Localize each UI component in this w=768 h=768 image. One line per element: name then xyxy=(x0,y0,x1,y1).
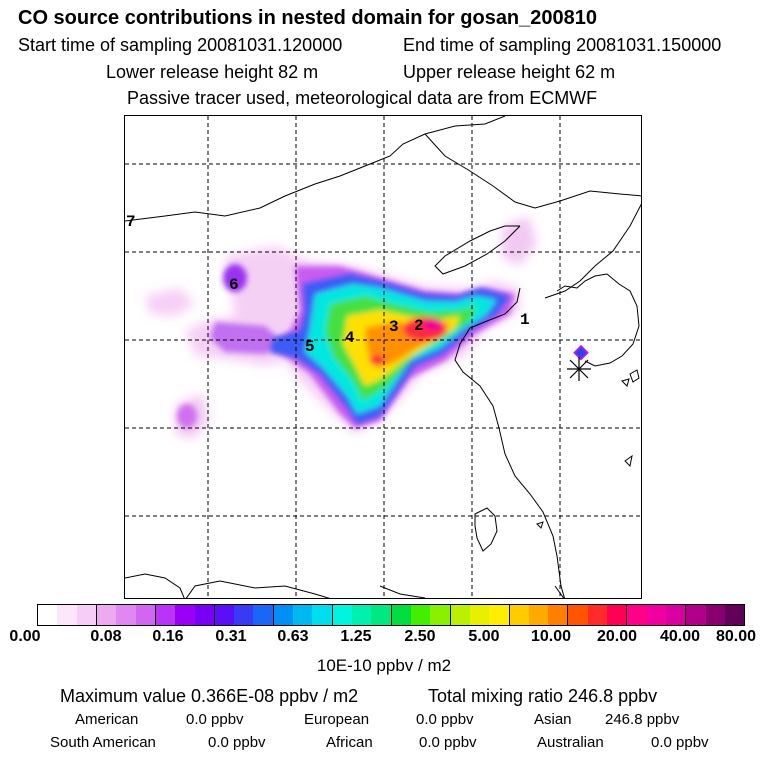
contrib-european-value: 0.0 ppbv xyxy=(416,711,474,728)
contrib-australian-value: 0.0 ppbv xyxy=(651,734,709,751)
colorbar-cell xyxy=(155,605,176,625)
colorbar-cell xyxy=(234,605,254,625)
colorbar-cell xyxy=(568,605,588,625)
colorbar-tick: 2.50 xyxy=(404,628,436,645)
colorbar-cell xyxy=(293,605,313,625)
plume-layer-low-ne xyxy=(501,216,537,266)
colorbar-tick: 80.00 xyxy=(715,628,757,645)
sampling-start: Start time of sampling 20081031.120000 xyxy=(18,35,343,55)
region-label-2: 2 xyxy=(414,317,424,335)
colorbar-cell xyxy=(116,605,136,625)
colorbar-cell xyxy=(135,605,156,625)
colorbar-cell xyxy=(175,605,195,625)
contrib-american-name: American xyxy=(75,711,139,728)
colorbar-cell xyxy=(430,605,451,625)
contrib-south-american-value: 0.0 ppbv xyxy=(208,734,266,751)
colorbar-cell xyxy=(469,605,490,625)
region-label-3: 3 xyxy=(389,318,399,336)
region-label-5: 5 xyxy=(305,338,315,356)
contrib-south-american-name: South American xyxy=(50,734,156,751)
colorbar-ticks: 0.00 0.08 0.16 0.31 0.63 1.25 2.50 5.00 … xyxy=(0,628,768,650)
colorbar-cell xyxy=(705,605,725,625)
plume-layer-low-west xyxy=(145,288,195,316)
colorbar-tick: 1.25 xyxy=(340,628,372,645)
contrib-american-value: 0.0 ppbv xyxy=(186,711,244,728)
contrib-african-name: African xyxy=(326,734,373,751)
colorbar-cell xyxy=(253,605,274,625)
colorbar-cell xyxy=(686,605,706,625)
plume-spot-korea xyxy=(573,344,589,361)
plot-title: CO source contributions in nested domain… xyxy=(18,7,598,29)
coastlines xyxy=(125,116,641,598)
colorbar-tick: 0.00 xyxy=(9,628,41,645)
map-canvas xyxy=(125,116,641,598)
total-mixing-ratio: Total mixing ratio 246.8 ppbv xyxy=(428,686,658,706)
region-label-7: 7 xyxy=(126,213,136,231)
contrib-asian-value: 246.8 ppbv xyxy=(605,711,680,728)
colorbar-cell xyxy=(273,605,294,625)
colorbar-cell xyxy=(38,605,58,625)
region-label-4: 4 xyxy=(345,329,355,347)
contrib-european-name: European xyxy=(304,711,370,728)
colorbar-cell xyxy=(96,605,117,625)
colorbar-cell xyxy=(76,605,97,625)
colorbar xyxy=(37,604,745,626)
colorbar-cell xyxy=(666,605,687,625)
plume-spot-sw xyxy=(177,404,197,428)
contrib-australian-name: Australian xyxy=(537,734,604,751)
colorbar-cell xyxy=(627,605,647,625)
map-panel: 1 2 3 4 5 6 7 xyxy=(124,115,642,599)
plume-violet-west xyxy=(210,322,285,354)
colorbar-cell xyxy=(607,605,628,625)
release-upper: Upper release height 62 m xyxy=(403,62,616,82)
lat-lon-grid xyxy=(125,116,641,598)
plume-spot-red xyxy=(369,355,385,365)
colorbar-cell xyxy=(450,605,470,625)
colorbar-cell xyxy=(332,605,352,625)
region-label-1: 1 xyxy=(520,311,530,329)
colorbar-tick: 5.00 xyxy=(468,628,500,645)
plume-spot-6 xyxy=(223,264,247,292)
colorbar-cell xyxy=(509,605,529,625)
plume-field xyxy=(145,216,589,439)
colorbar-cell xyxy=(352,605,372,625)
colorbar-cell xyxy=(528,605,549,625)
colorbar-tick: 40.00 xyxy=(659,628,701,645)
region-label-6: 6 xyxy=(229,276,239,294)
colorbar-unit: 10E-10 ppbv / m2 xyxy=(316,656,452,675)
tracer-note: Passive tracer used, meteorological data… xyxy=(127,88,598,108)
colorbar-cell xyxy=(391,605,411,625)
colorbar-cell xyxy=(371,605,392,625)
colorbar-tick: 10.00 xyxy=(530,628,572,645)
contrib-asian-name: Asian xyxy=(534,711,572,728)
colorbar-tick: 0.63 xyxy=(277,628,309,645)
colorbar-tick: 20.00 xyxy=(596,628,638,645)
colorbar-tick: 0.31 xyxy=(215,628,247,645)
colorbar-tick: 0.16 xyxy=(152,628,184,645)
colorbar-cell xyxy=(489,605,510,625)
sampling-end: End time of sampling 20081031.150000 xyxy=(403,35,722,55)
receptor-star-marker xyxy=(567,357,591,381)
colorbar-cell xyxy=(312,605,333,625)
colorbar-cell xyxy=(194,605,215,625)
colorbar-cell xyxy=(214,605,235,625)
contrib-african-value: 0.0 ppbv xyxy=(419,734,477,751)
colorbar-cell xyxy=(548,605,569,625)
colorbar-cell xyxy=(410,605,431,625)
release-lower: Lower release height 82 m xyxy=(106,62,319,82)
colorbar-cell xyxy=(587,605,608,625)
colorbar-cell xyxy=(57,605,77,625)
maximum-value: Maximum value 0.366E-08 ppbv / m2 xyxy=(60,686,359,706)
plume-core-magenta xyxy=(423,319,443,331)
colorbar-cell xyxy=(646,605,666,625)
colorbar-tick: 0.08 xyxy=(90,628,122,645)
colorbar-cell xyxy=(724,605,745,625)
